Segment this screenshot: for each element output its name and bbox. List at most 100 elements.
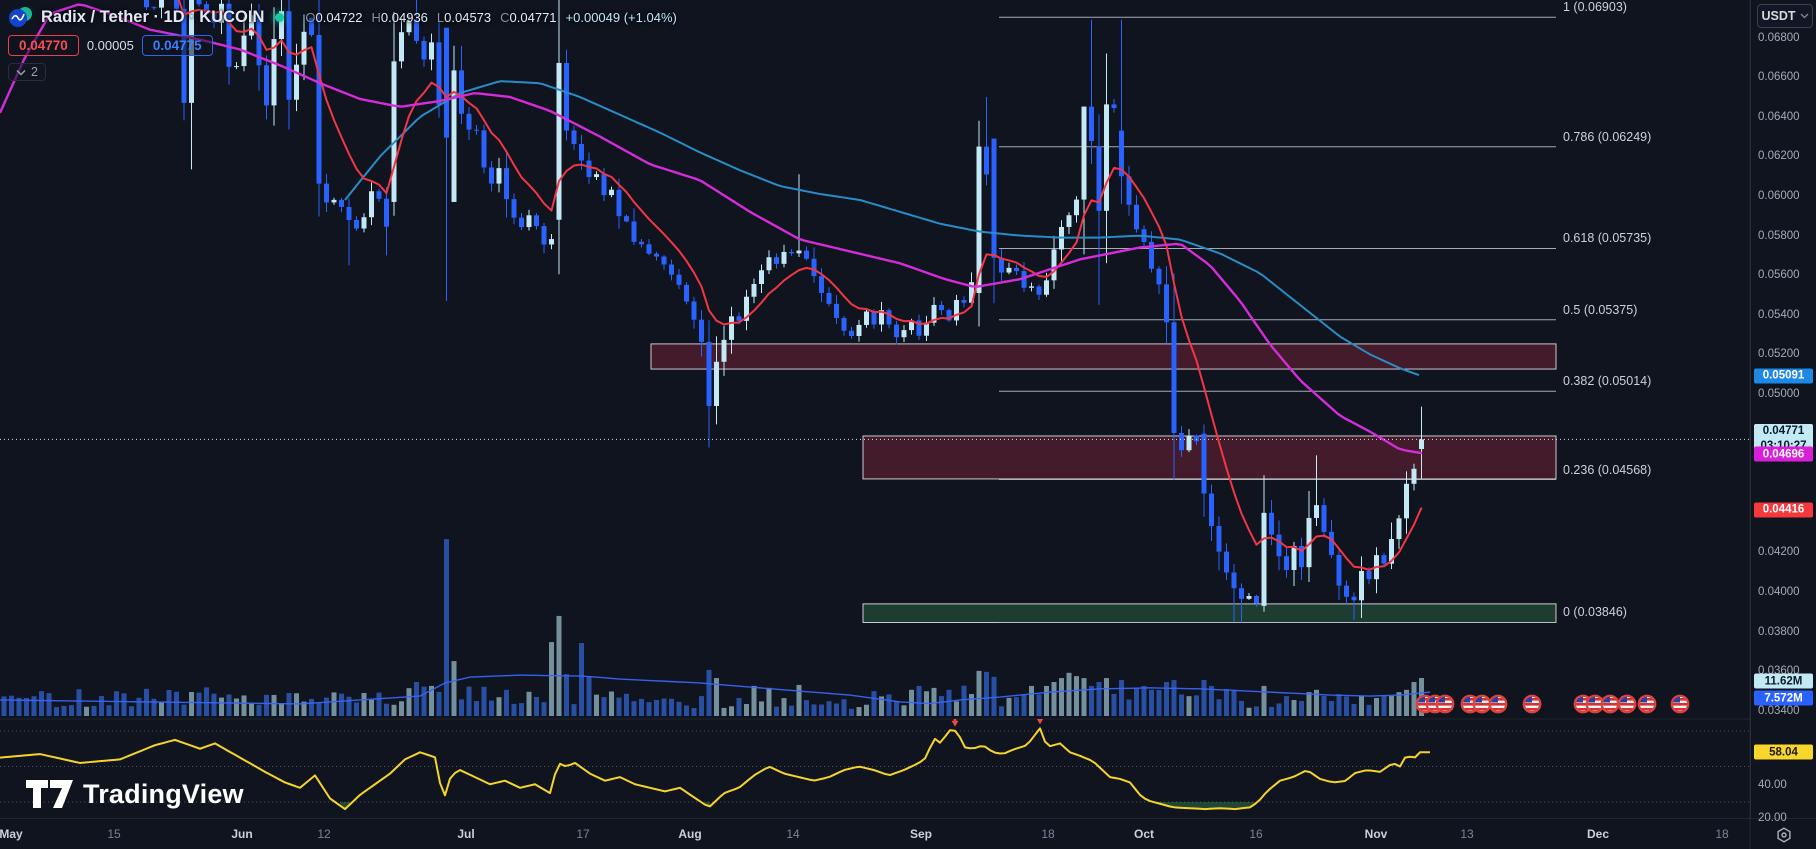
volume-bar (991, 676, 997, 716)
candle (1186, 435, 1192, 451)
us-economic-event-flag-icon[interactable] (1488, 694, 1508, 714)
volume-bar (534, 696, 539, 716)
candle (414, 20, 419, 41)
volume-bar (106, 705, 112, 716)
symbol-legend: Radix / Tether · 1D · KUCOIN O0.04722 H0… (8, 5, 677, 81)
candle (196, 0, 202, 5)
ma-teal-value[interactable]: 0.05091 (1754, 368, 1813, 384)
currency-selector-button[interactable]: USDT (1757, 4, 1813, 28)
symbol-title[interactable]: Radix / Tether · 1D · KUCOIN (41, 7, 265, 26)
candle (1306, 517, 1312, 568)
volume-bar (616, 697, 622, 716)
volume-bar (399, 701, 404, 716)
candle (916, 320, 922, 336)
ask-price-button[interactable]: 0.04775 (141, 35, 213, 56)
time-axis[interactable]: May 15 Jun 12 Jul 17 Aug 14 Sep 18 Oct 16 Nov 13 Dec 18 (0, 818, 1816, 849)
tradingview-watermark[interactable]: TradingView (26, 779, 244, 810)
supply-zone[interactable] (862, 435, 1557, 480)
ma-red-value[interactable]: 0.04416 (1754, 502, 1813, 518)
rsi-pane[interactable] (0, 713, 1750, 811)
volume-bar (361, 692, 367, 716)
volume-bar (601, 697, 607, 716)
volume-bar (1096, 681, 1102, 716)
volume-bar (504, 689, 509, 716)
us-economic-event-flag-icon[interactable] (1522, 694, 1542, 714)
volume-bar (796, 684, 802, 716)
volume-bar (54, 707, 59, 716)
candle (1194, 435, 1199, 442)
candle (444, 27, 449, 138)
fib-level-label: 0.236 (0.04568) (1563, 462, 1652, 477)
candle (1411, 468, 1417, 484)
candle (579, 143, 584, 161)
tradingview-logo-icon (26, 780, 73, 808)
candle (744, 296, 749, 321)
price-pane[interactable] (0, 0, 1750, 716)
last-price-value: 0.04771 (1762, 425, 1805, 438)
us-economic-event-flag-icon[interactable] (1472, 694, 1492, 714)
candle (369, 191, 374, 218)
supply-zone[interactable] (650, 343, 1557, 370)
volume-bar (444, 539, 449, 716)
volume-bar (564, 674, 569, 716)
indicators-collapse-toggle[interactable]: 2 (8, 63, 46, 81)
us-economic-event-flag-icon[interactable] (1670, 694, 1690, 714)
time-tick: May (0, 827, 23, 841)
ma-magenta-value[interactable]: 0.04696 (1754, 446, 1813, 462)
us-economic-event-flag-icon[interactable] (1637, 694, 1657, 714)
time-tick: Jun (231, 827, 253, 841)
market-status-icon[interactable] (275, 12, 285, 22)
volume-bar (691, 708, 697, 716)
volume-bar (609, 691, 614, 716)
volume-bar (481, 686, 487, 716)
volume-bar (279, 703, 284, 716)
volume-bar (1081, 678, 1087, 716)
volume-bar (1246, 707, 1252, 716)
volume-bar (1194, 695, 1199, 716)
volume-bar (1029, 685, 1034, 716)
volume-bar (459, 699, 464, 716)
candle (249, 15, 254, 36)
volume-bar (196, 692, 202, 716)
us-economic-event-flag-icon[interactable] (1600, 694, 1620, 714)
volume-bar (1104, 678, 1109, 716)
volume-bar (354, 702, 359, 716)
bid-price-button[interactable]: 0.04770 (8, 35, 79, 56)
volume-bar (1396, 692, 1402, 716)
candle (399, 32, 404, 62)
candle (316, 34, 322, 184)
volume-bar (811, 704, 817, 716)
candle (1396, 518, 1402, 540)
candle (234, 66, 239, 68)
volume-bar (1344, 696, 1349, 716)
candle (1149, 241, 1154, 269)
us-economic-event-flag-icon[interactable] (1435, 694, 1455, 714)
currency-label: USDT (1761, 9, 1796, 23)
volume-bar (301, 701, 307, 716)
candle (1344, 585, 1349, 597)
candle (736, 316, 742, 321)
volume-bar (744, 703, 749, 716)
candle (624, 216, 629, 222)
volume-bar (729, 706, 734, 716)
candle (684, 284, 689, 302)
volume-bar (669, 698, 674, 716)
us-economic-event-flag-icon[interactable] (1617, 694, 1637, 714)
fib-level-label: 0.786 (0.06249) (1563, 129, 1652, 144)
volume-bar (714, 678, 719, 716)
price-axis[interactable]: USDT 0.06800 0.06600 0.06400 0.06200 0.06000… (1750, 0, 1816, 824)
volume-bar (151, 698, 157, 716)
volume-bar (346, 696, 352, 716)
candle (1389, 539, 1394, 564)
volume-bar (654, 700, 659, 716)
gear-icon[interactable] (1774, 825, 1794, 845)
candle (1179, 432, 1184, 451)
volume-bar (976, 670, 982, 716)
candle (1089, 106, 1094, 141)
demand-zone[interactable] (862, 603, 1557, 623)
volume-bar (174, 691, 179, 716)
volume-bar (241, 695, 247, 716)
volume-bar (1254, 706, 1259, 716)
volume-bar (946, 689, 952, 716)
